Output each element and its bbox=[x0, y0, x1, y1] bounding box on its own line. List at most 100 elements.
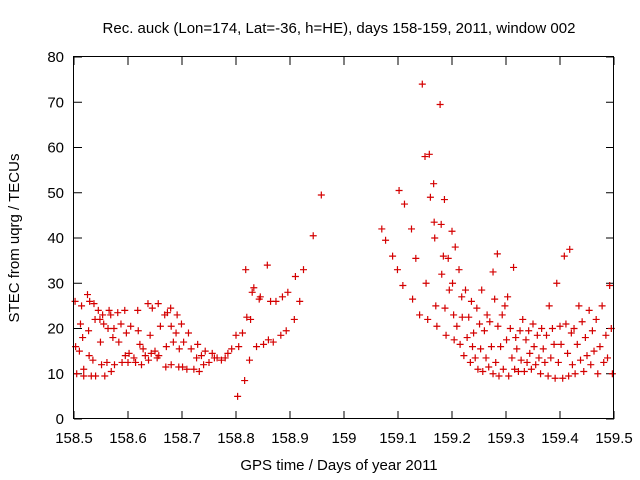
data-point bbox=[489, 268, 497, 276]
data-point bbox=[146, 331, 154, 339]
x-tick-label: 159.3 bbox=[487, 430, 525, 447]
data-point bbox=[485, 363, 493, 371]
data-points bbox=[71, 80, 616, 400]
data-point bbox=[278, 293, 286, 301]
data-point bbox=[557, 340, 565, 348]
data-point bbox=[497, 343, 505, 351]
data-point bbox=[290, 315, 298, 323]
data-point bbox=[121, 306, 129, 314]
data-point bbox=[167, 304, 175, 312]
data-point bbox=[596, 343, 604, 351]
data-point bbox=[243, 313, 251, 321]
data-point bbox=[124, 358, 132, 366]
data-point bbox=[571, 370, 579, 378]
data-point bbox=[553, 279, 561, 287]
data-point bbox=[592, 315, 600, 323]
x-tick-label: 159.4 bbox=[541, 430, 579, 447]
plot-frame bbox=[73, 56, 614, 419]
data-point bbox=[277, 331, 285, 339]
data-point bbox=[537, 370, 545, 378]
data-point bbox=[409, 295, 417, 303]
data-point bbox=[533, 331, 541, 339]
data-point bbox=[167, 322, 175, 330]
data-point bbox=[79, 334, 87, 342]
data-point bbox=[525, 327, 533, 335]
data-point bbox=[115, 338, 123, 346]
data-point bbox=[127, 322, 135, 330]
data-point bbox=[483, 311, 491, 319]
data-point bbox=[228, 345, 236, 353]
data-point bbox=[76, 320, 84, 328]
data-point bbox=[136, 340, 144, 348]
data-point bbox=[520, 367, 528, 375]
data-point bbox=[247, 315, 255, 323]
data-point bbox=[183, 365, 191, 373]
data-point bbox=[201, 347, 209, 355]
data-point bbox=[462, 286, 469, 294]
data-point bbox=[84, 291, 91, 299]
data-point bbox=[235, 343, 243, 351]
data-point bbox=[107, 367, 115, 375]
data-point bbox=[98, 361, 106, 369]
data-point bbox=[562, 320, 570, 328]
data-point bbox=[125, 349, 133, 357]
x-axis: 158.5 158.6 158.7 158.8 158.9 159 159.1 159.2 15… bbox=[55, 57, 633, 447]
data-point bbox=[445, 286, 453, 294]
data-point bbox=[543, 331, 550, 339]
data-point bbox=[442, 331, 450, 339]
data-point bbox=[90, 300, 98, 308]
data-point bbox=[78, 302, 86, 310]
data-point bbox=[580, 367, 588, 375]
data-point bbox=[535, 354, 543, 362]
data-point bbox=[476, 320, 484, 328]
data-point bbox=[499, 365, 507, 373]
data-point bbox=[187, 345, 195, 353]
data-point bbox=[100, 320, 108, 328]
data-point bbox=[151, 347, 159, 355]
data-point bbox=[317, 191, 325, 199]
data-point bbox=[523, 358, 531, 366]
data-point bbox=[395, 186, 403, 194]
data-point bbox=[583, 352, 591, 360]
data-point bbox=[132, 358, 140, 366]
data-point bbox=[495, 372, 503, 380]
data-point bbox=[180, 338, 188, 346]
data-point bbox=[458, 313, 466, 321]
data-point bbox=[438, 270, 446, 278]
data-point bbox=[458, 293, 466, 301]
data-point bbox=[590, 347, 598, 355]
data-point bbox=[578, 318, 586, 326]
data-point bbox=[493, 250, 501, 258]
data-point bbox=[94, 306, 102, 314]
data-point bbox=[260, 340, 268, 348]
data-point bbox=[197, 352, 205, 360]
data-point bbox=[89, 356, 97, 364]
x-tick-label: 158.9 bbox=[271, 430, 309, 447]
data-point bbox=[134, 306, 142, 314]
data-point bbox=[436, 101, 444, 109]
data-point bbox=[107, 311, 115, 319]
data-point bbox=[256, 293, 264, 301]
data-point bbox=[224, 349, 232, 357]
data-point bbox=[504, 293, 512, 301]
data-point bbox=[217, 356, 225, 364]
data-point bbox=[80, 365, 88, 373]
data-point bbox=[148, 304, 156, 312]
data-point bbox=[469, 343, 477, 351]
data-point bbox=[602, 331, 610, 339]
data-point bbox=[544, 372, 552, 380]
data-point bbox=[491, 295, 499, 303]
data-point bbox=[175, 345, 183, 353]
data-point bbox=[264, 336, 272, 344]
data-point bbox=[173, 311, 181, 319]
data-point bbox=[494, 322, 502, 330]
y-tick-label: 20 bbox=[47, 321, 64, 338]
data-point bbox=[234, 392, 242, 400]
data-point bbox=[103, 358, 111, 366]
data-point bbox=[242, 266, 250, 274]
data-point bbox=[105, 306, 113, 314]
data-point bbox=[213, 354, 221, 362]
data-point bbox=[167, 361, 175, 369]
data-point bbox=[587, 361, 595, 369]
